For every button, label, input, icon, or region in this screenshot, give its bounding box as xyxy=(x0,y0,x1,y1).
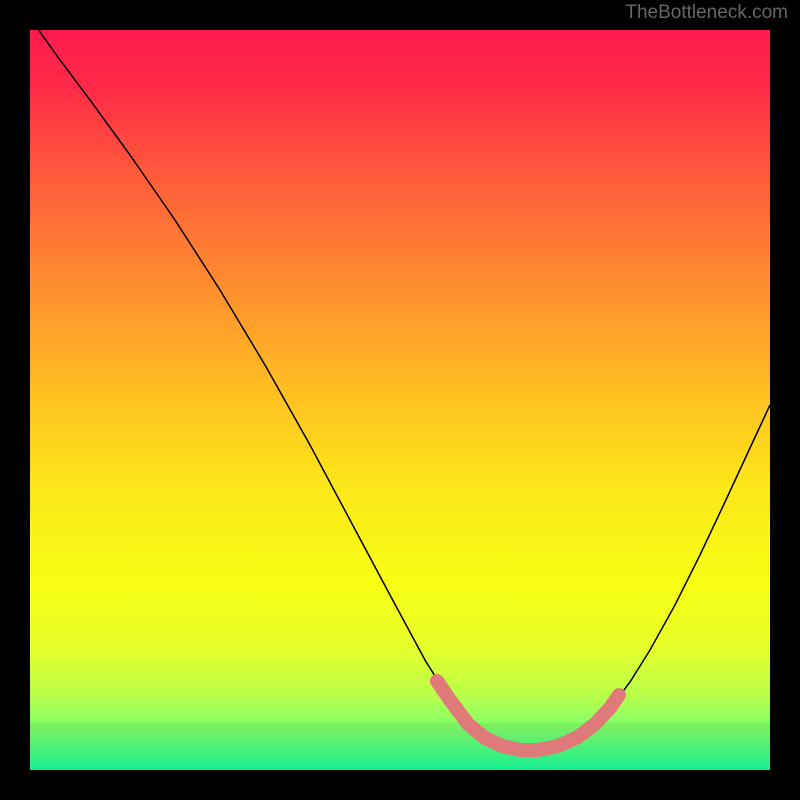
chart-svg xyxy=(30,30,770,770)
bottleneck-chart xyxy=(30,30,770,770)
watermark-text: TheBottleneck.com xyxy=(625,2,788,24)
